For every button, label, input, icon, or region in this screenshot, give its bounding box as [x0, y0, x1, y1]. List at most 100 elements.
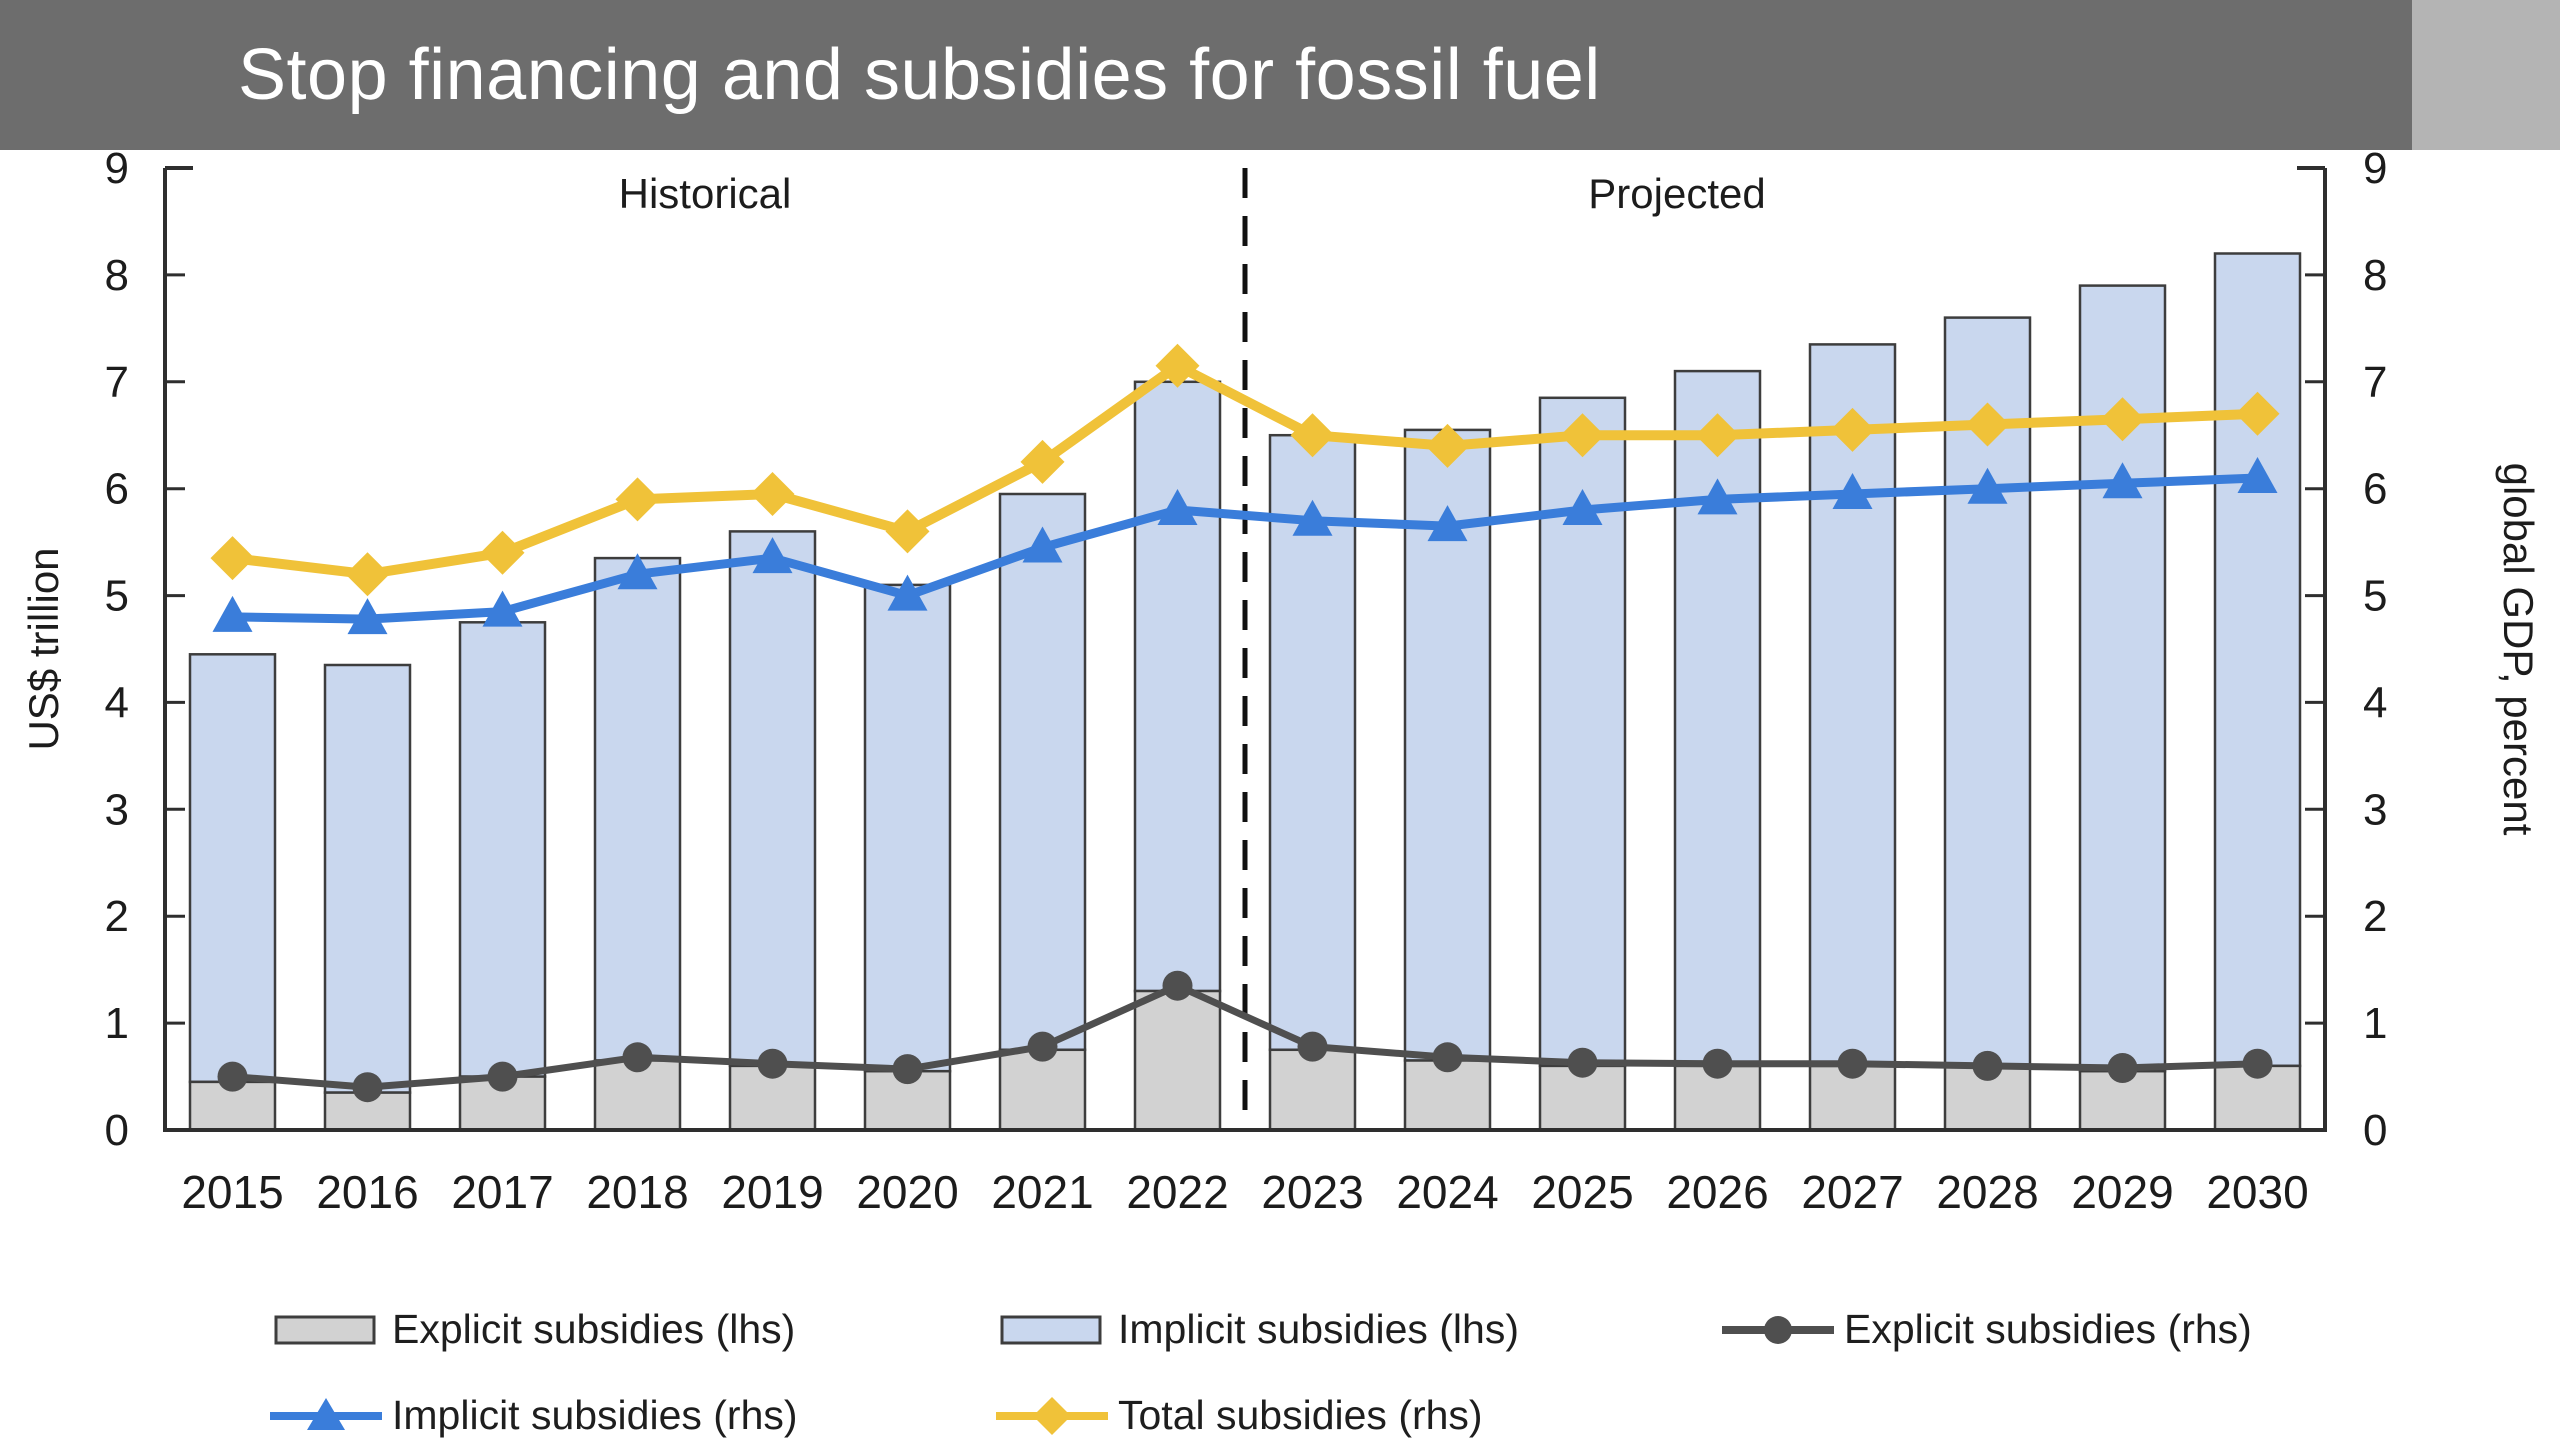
marker-explicit-subsidies-rhs-2025: [1567, 1047, 1598, 1078]
marker-implicit-subsidies-rhs-2030: [2237, 457, 2278, 493]
marker-total-subsidies-rhs-2027: [1830, 407, 1875, 452]
page-title: Stop financing and subsidies for fossil …: [238, 35, 1601, 115]
left-tick-label-0: 0: [105, 1106, 129, 1155]
legend-label: Implicit subsidies (lhs): [1118, 1306, 1519, 1352]
marker-explicit-subsidies-rhs-2027: [1837, 1048, 1868, 1079]
marker-implicit-subsidies-rhs-2020: [887, 574, 928, 611]
marker-explicit-subsidies-rhs-2020: [892, 1054, 923, 1085]
bar-explicit-2022: [1133, 989, 1222, 1132]
marker-explicit-subsidies-rhs-2019: [757, 1048, 788, 1079]
left-tick-label-9: 9: [105, 150, 129, 193]
legend-label: Total subsidies (rhs): [1118, 1392, 1483, 1438]
marker-explicit-subsidies-rhs-2015: [217, 1061, 248, 1092]
header-corner-block: [2412, 0, 2560, 150]
x-tick-label-2016: 2016: [316, 1166, 418, 1218]
left-axis-title: US$ trillion: [20, 547, 67, 750]
x-tick-label-2023: 2023: [1261, 1166, 1363, 1218]
right-tick-label-9: 9: [2363, 150, 2387, 193]
marker-implicit-subsidies-rhs-2028: [1967, 467, 2008, 504]
right-tick-label-1: 1: [2363, 999, 2387, 1048]
marker-total-subsidies-rhs-2025: [1560, 413, 1605, 458]
marker-total-subsidies-rhs-2020: [885, 509, 930, 554]
x-tick-label-2017: 2017: [451, 1166, 553, 1218]
bar-implicit-2022: [1133, 380, 1222, 993]
bar-implicit-2019: [728, 530, 817, 1068]
marker-explicit-subsidies-rhs-2018: [622, 1042, 653, 1073]
x-tick-label-2027: 2027: [1801, 1166, 1903, 1218]
marker-implicit-subsidies-rhs-2027: [1832, 473, 1873, 509]
chart-legend-row-1: Explicit subsidies (lhs) Implicit subsidi…: [270, 1306, 2252, 1353]
x-tick-label-2029: 2029: [2071, 1166, 2173, 1218]
chart-legend-row-2: Implicit subsidies (rhs) Total subsidies …: [270, 1392, 1483, 1439]
legend-label: Implicit subsidies (rhs): [392, 1392, 798, 1438]
left-tick-label-1: 1: [105, 999, 129, 1048]
right-tick-label-8: 8: [2363, 251, 2387, 300]
legend-item-total-subsidies-rhs: Total subsidies (rhs): [996, 1392, 1483, 1439]
right-tick-label-5: 5: [2363, 572, 2387, 621]
marker-explicit-subsidies-rhs-2029: [2107, 1053, 2138, 1083]
x-tick-label-2020: 2020: [856, 1166, 958, 1218]
marker-implicit-subsidies-rhs-2017: [482, 590, 523, 627]
x-tick-label-2026: 2026: [1666, 1166, 1768, 1218]
x-tick-label-2028: 2028: [1936, 1166, 2038, 1218]
x-tick-label-2025: 2025: [1531, 1166, 1633, 1218]
bar-implicit-2027: [1808, 343, 1897, 1068]
legend-swatch-bar: [274, 1315, 376, 1344]
legend-item-implicit-subsidies-rhs: Implicit subsidies (rhs): [270, 1392, 996, 1439]
marker-total-subsidies-rhs-2021: [1020, 439, 1065, 484]
bar-implicit-2026: [1673, 369, 1762, 1068]
annotation-projected: Projected: [1588, 170, 1765, 217]
marker-total-subsidies-rhs-2016: [345, 552, 390, 597]
marker-total-subsidies-rhs-2015: [210, 536, 255, 581]
bar-implicit-2015: [188, 653, 277, 1084]
bar-implicit-2017: [458, 621, 547, 1078]
marker-implicit-subsidies-rhs-2016: [347, 598, 388, 635]
legend-swatch-bar: [1000, 1315, 1102, 1344]
right-axis-title: global GDP, percent: [2495, 463, 2542, 836]
slide-title-bar: Stop financing and subsidies for fossil …: [0, 0, 2560, 150]
chart-canvas: 0 1 2 3 4 5 6 7 8 9 0 1 2 3 4 5 6 7 8 9 2015 2016 2017 2018 2019…: [20, 144, 2542, 1218]
marker-total-subsidies-rhs-2026: [1695, 413, 1740, 458]
left-tick-label-7: 7: [105, 358, 129, 407]
marker-implicit-subsidies-rhs-2029: [2102, 462, 2143, 499]
bar-implicit-2020: [863, 583, 952, 1073]
legend-label: Explicit subsidies (rhs): [1844, 1306, 2252, 1352]
marker-total-subsidies-rhs-2029: [2100, 397, 2145, 442]
line-implicit-subsidies-rhs: [228, 473, 2262, 624]
marker-implicit-subsidies-rhs-2021: [1022, 526, 1063, 563]
right-tick-label-2: 2: [2363, 892, 2387, 941]
marker-explicit-subsidies-rhs-2028: [1972, 1050, 2003, 1081]
left-tick-label-3: 3: [105, 785, 129, 834]
marker-explicit-subsidies-rhs-2030: [2242, 1048, 2273, 1079]
marker-explicit-subsidies-rhs-2024: [1432, 1042, 1463, 1073]
right-tick-label-7: 7: [2363, 358, 2387, 407]
x-tick-label-2024: 2024: [1396, 1166, 1498, 1218]
marker-implicit-subsidies-rhs-2015: [212, 595, 253, 632]
marker-total-subsidies-rhs-2018: [615, 477, 660, 522]
bar-explicit-2018: [593, 1059, 682, 1132]
marker-implicit-subsidies-rhs-2023: [1292, 499, 1333, 536]
marker-total-subsidies-rhs-2030: [2235, 391, 2280, 436]
marker-total-subsidies-rhs-2019: [750, 472, 795, 516]
bar-implicit-2016: [323, 663, 412, 1094]
marker-implicit-subsidies-rhs-2018: [617, 553, 658, 590]
legend-swatch-line-circle: [1722, 1315, 1834, 1344]
marker-total-subsidies-rhs-2028: [1965, 402, 2010, 447]
bar-explicit-2023: [1268, 1048, 1357, 1132]
right-tick-label-3: 3: [2363, 785, 2387, 834]
right-tick-label-0: 0: [2363, 1106, 2387, 1155]
left-tick-label-6: 6: [105, 465, 129, 514]
marker-implicit-subsidies-rhs-2025: [1562, 489, 1603, 525]
x-tick-label-2030: 2030: [2206, 1166, 2308, 1218]
marker-implicit-subsidies-rhs-2026: [1697, 478, 1738, 515]
marker-explicit-subsidies-rhs-2017: [487, 1061, 518, 1092]
bar-explicit-2021: [998, 1048, 1087, 1132]
legend-item-explicit-subsidies-lhs: Explicit subsidies (lhs): [270, 1306, 996, 1353]
x-tick-label-2019: 2019: [721, 1166, 823, 1218]
marker-explicit-subsidies-rhs-2016: [352, 1072, 383, 1103]
bar-explicit-2029: [2078, 1069, 2167, 1132]
legend-swatch-line-triangle: [270, 1397, 382, 1430]
right-tick-label-4: 4: [2363, 678, 2387, 727]
line-total-subsidies-rhs: [227, 360, 2263, 580]
left-tick-label-4: 4: [105, 678, 129, 727]
